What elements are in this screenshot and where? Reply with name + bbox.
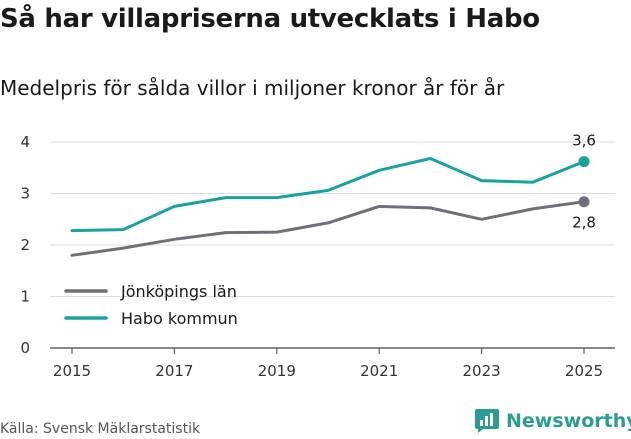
series-line-2 (70, 157, 586, 233)
x-tick-label: 2025 (565, 362, 603, 380)
y-tick-label: 0 (20, 339, 30, 357)
x-tick-label: 2015 (53, 362, 91, 380)
chart-subtitle: Medelpris för sålda villor i miljoner kr… (0, 76, 505, 100)
x-tick-label: 2021 (360, 362, 398, 380)
series-end-point-1 (578, 196, 590, 208)
newsworthy-logo-icon (475, 409, 499, 433)
x-tick-label: 2023 (463, 362, 501, 380)
y-tick-label: 2 (20, 236, 30, 254)
legend-label-2: Habo kommun (121, 309, 238, 328)
legend-label-1: Jönköpings län (120, 282, 237, 301)
x-tick-label: 2019 (258, 362, 296, 380)
chart-title: Så har villapriserna utvecklats i Habo (0, 4, 540, 34)
x-tick-label: 2017 (155, 362, 193, 380)
series-end-point-2 (578, 156, 590, 168)
y-tick-label: 1 (20, 288, 30, 306)
source-note: Källa: Svensk Mäklarstatistik (0, 421, 201, 437)
y-tick-label: 4 (20, 133, 30, 151)
series-line-1 (70, 200, 586, 257)
brand-name: Newsworthy (506, 410, 631, 432)
line-chart: 0 1 2 3 4 2015 2017 2019 2021 2023 2025 2,8 3,6 Jönkö… (20, 132, 615, 380)
series-end-label-2: 3,6 (572, 132, 596, 150)
series-end-label-1: 2,8 (572, 214, 596, 232)
newsworthy-brand[interactable]: Newsworthy (474, 408, 631, 434)
y-tick-label: 3 (20, 185, 30, 203)
